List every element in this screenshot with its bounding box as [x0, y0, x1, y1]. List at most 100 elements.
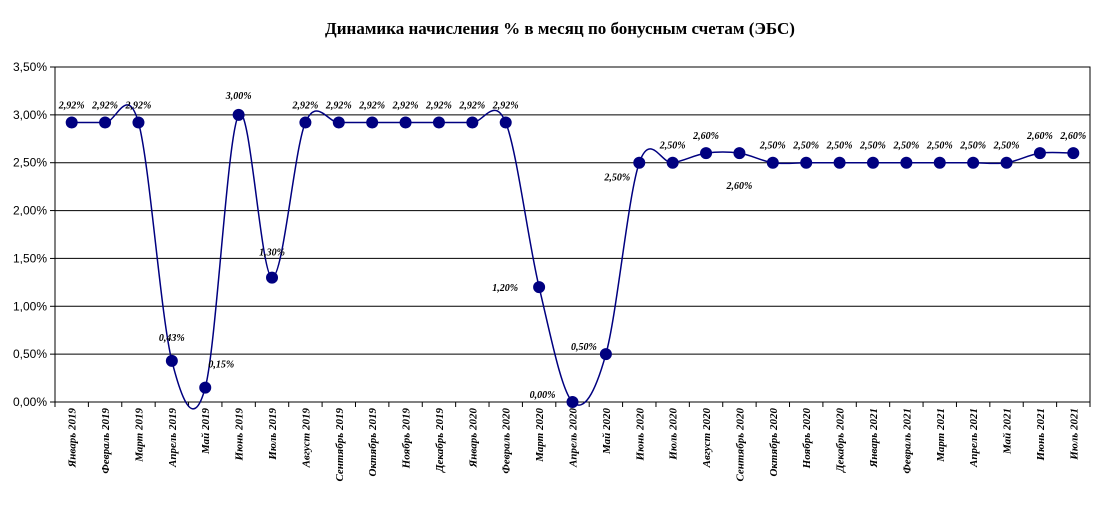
data-label: 2,50% [826, 141, 853, 152]
y-tick-label: 3,00% [13, 108, 47, 122]
y-tick-label: 2,00% [13, 204, 47, 218]
data-label: 2,92% [125, 101, 152, 112]
x-tick-label: Март 2020 [534, 408, 546, 463]
x-tick-label: Март 2021 [935, 408, 947, 463]
data-label: 0,50% [571, 342, 597, 353]
data-point [366, 116, 379, 129]
data-point [165, 354, 178, 367]
x-tick-label: Июль 2020 [668, 408, 680, 461]
data-point [132, 116, 145, 129]
x-tick-label: Июнь 2021 [1035, 408, 1047, 461]
data-label: 1,30% [259, 248, 285, 259]
x-tick-label: Январь 2021 [868, 408, 880, 468]
data-point [533, 281, 546, 294]
y-axis: 0,00% 0,50% 1,00% 1,50% 2,00% 2,50% 3,00% 3,50% [13, 60, 55, 409]
data-label: 2,50% [859, 141, 886, 152]
data-label: 2,60% [692, 131, 719, 142]
data-point [900, 156, 913, 169]
data-point [1067, 147, 1080, 160]
data-label: 2,92% [425, 101, 452, 112]
data-point [499, 116, 512, 129]
grid [55, 66, 1090, 403]
data-label: 1,20% [492, 283, 518, 294]
data-label: 2,50% [759, 141, 786, 152]
x-tick-label: Август 2020 [701, 408, 713, 469]
x-tick-label: Ноябрь 2019 [401, 408, 413, 470]
data-point [199, 381, 212, 394]
data-point [232, 108, 245, 121]
data-point [700, 147, 713, 160]
data-point [65, 116, 78, 129]
data-point [1000, 156, 1013, 169]
data-label: 2,92% [492, 101, 519, 112]
data-point [666, 156, 679, 169]
x-tick-label: Июль 2019 [267, 408, 279, 461]
data-label: 0,15% [208, 360, 234, 371]
x-tick-label: Сентябрь 2019 [334, 408, 346, 482]
data-point [866, 156, 879, 169]
y-tick-label: 0,50% [13, 347, 47, 361]
data-label: 2,92% [392, 101, 419, 112]
x-axis: Январь 2019 Февраль 2019 Март 2019 Апрель 2… [54, 402, 1091, 482]
data-label: 2,50% [659, 141, 686, 152]
x-tick-label: Июнь 2019 [234, 408, 246, 462]
data-label: 0,43% [159, 333, 185, 344]
x-tick-label: Ноябрь 2020 [801, 408, 813, 470]
x-tick-label: Май 2020 [601, 408, 613, 455]
x-tick-label: Декабрь 2019 [434, 408, 446, 473]
data-label: 2,50% [926, 141, 953, 152]
data-label: 2,50% [792, 141, 819, 152]
y-tick-label: 1,50% [13, 251, 47, 265]
y-tick-label: 2,50% [13, 156, 47, 170]
data-label: 2,92% [91, 101, 118, 112]
y-tick-label: 3,50% [13, 60, 47, 74]
x-tick-label: Январь 2019 [67, 408, 79, 469]
data-point [967, 156, 980, 169]
data-point [766, 156, 779, 169]
x-tick-label: Март 2019 [133, 408, 145, 463]
x-tick-label: Июль 2021 [1068, 408, 1080, 461]
data-label: 2,50% [892, 141, 919, 152]
data-label: 2,60% [726, 181, 753, 192]
x-tick-label: Апрель 2019 [167, 408, 179, 468]
x-tick-label: Апрель 2020 [568, 408, 580, 468]
data-label: 0,00% [530, 390, 556, 401]
data-label: 2,50% [603, 173, 630, 184]
data-label: 2,92% [358, 101, 385, 112]
x-tick-label: Январь 2020 [467, 408, 479, 469]
data-label: 2,50% [959, 141, 986, 152]
data-point [266, 271, 279, 284]
chart-title: Динамика начисления % в месяц по бонусны… [325, 19, 795, 38]
data-point [299, 116, 312, 129]
x-tick-label: Февраль 2019 [100, 408, 112, 474]
data-point [399, 116, 412, 129]
data-label: 2,92% [58, 101, 85, 112]
data-point [332, 116, 345, 129]
data-point [933, 156, 946, 169]
data-label: 3,00% [225, 91, 252, 102]
data-point [566, 396, 579, 408]
data-label: 2,92% [458, 101, 485, 112]
data-label: 2,60% [1059, 131, 1086, 142]
y-tick-label: 0,00% [13, 395, 47, 409]
x-tick-label: Сентябрь 2020 [734, 408, 746, 482]
x-tick-label: Февраль 2021 [901, 408, 913, 474]
data-label: 2,60% [1026, 131, 1053, 142]
data-point [599, 348, 612, 361]
data-label: 2,50% [993, 141, 1020, 152]
data-point [466, 116, 479, 129]
markers [65, 108, 1080, 408]
x-tick-label: Октябрь 2020 [768, 408, 780, 477]
data-point [733, 147, 746, 160]
x-tick-label: Октябрь 2019 [367, 408, 379, 477]
x-tick-label: Декабрь 2020 [835, 408, 847, 473]
data-point [432, 116, 445, 129]
data-point [833, 156, 846, 169]
x-tick-label: Апрель 2021 [968, 408, 980, 468]
data-point [1033, 147, 1046, 160]
x-tick-label: Май 2019 [200, 408, 212, 455]
data-point [99, 116, 112, 129]
x-tick-label: Май 2021 [1002, 408, 1014, 455]
x-tick-label: Февраль 2020 [501, 408, 513, 474]
